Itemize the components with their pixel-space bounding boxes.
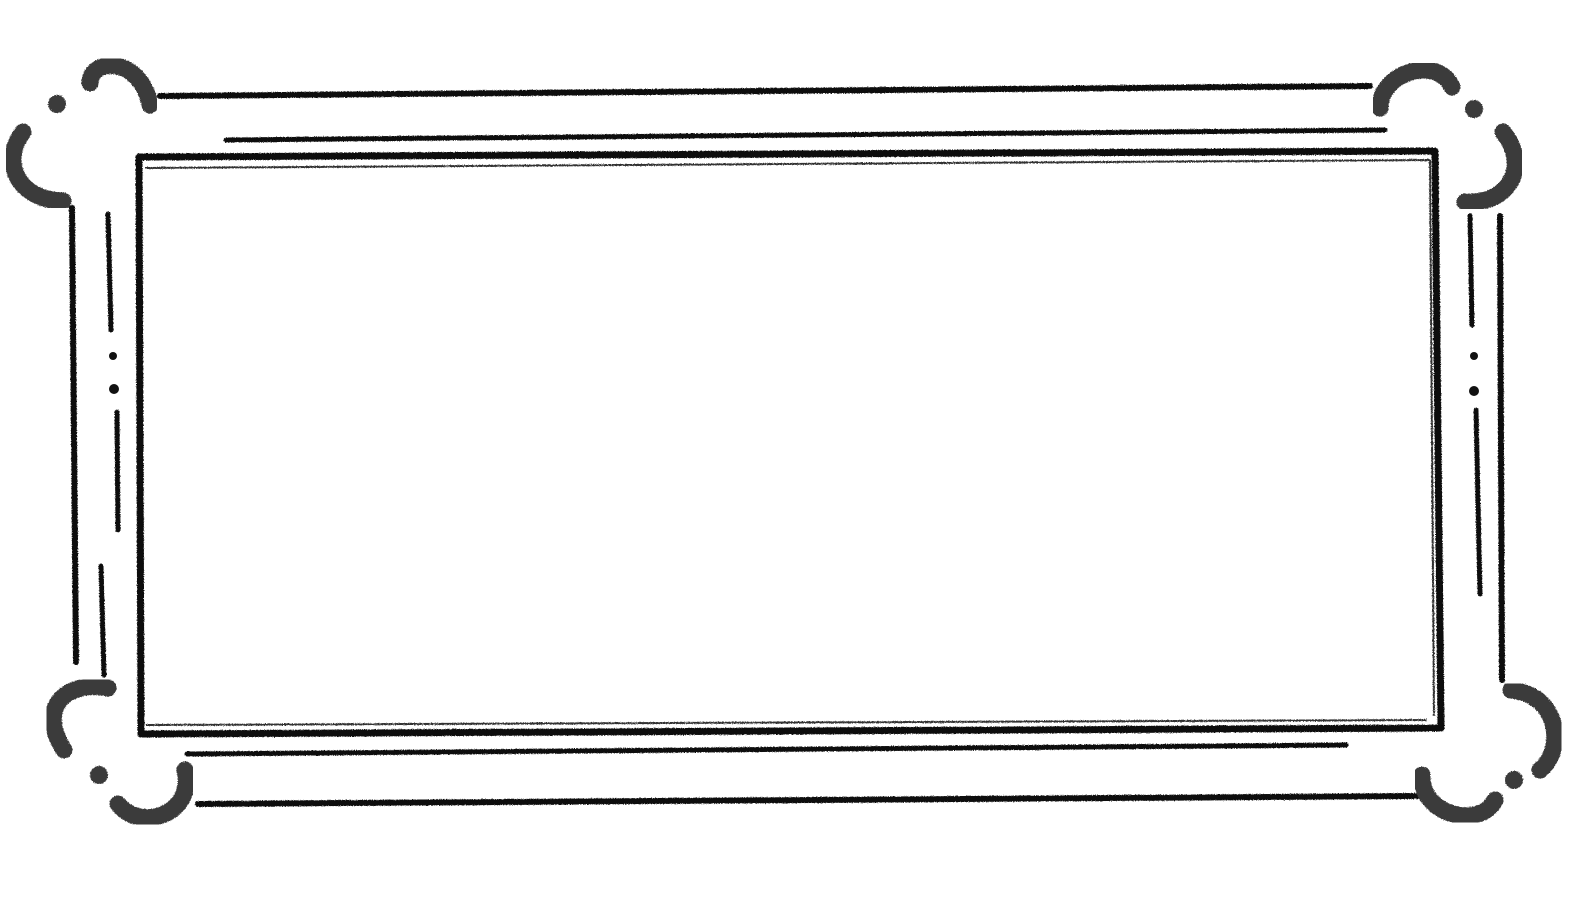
decorative-dot-left-lower (109, 384, 119, 394)
corner-ornament-bottom-left (44, 678, 195, 827)
decorative-dot-right-lower (1469, 386, 1479, 396)
outer-frame-inner-line (98, 127, 1483, 757)
corner-ornament-bottom-right (1413, 681, 1564, 825)
decorative-dot-left-upper (109, 352, 117, 360)
decorative-dot-right-upper (1470, 352, 1478, 360)
corner-ornament-top-left (4, 56, 159, 210)
inner-panel-shadow-line (144, 159, 1435, 726)
inner-panel-border (135, 147, 1445, 738)
corner-ornament-top-right (1371, 61, 1524, 211)
outer-frame-border (69, 83, 1505, 807)
